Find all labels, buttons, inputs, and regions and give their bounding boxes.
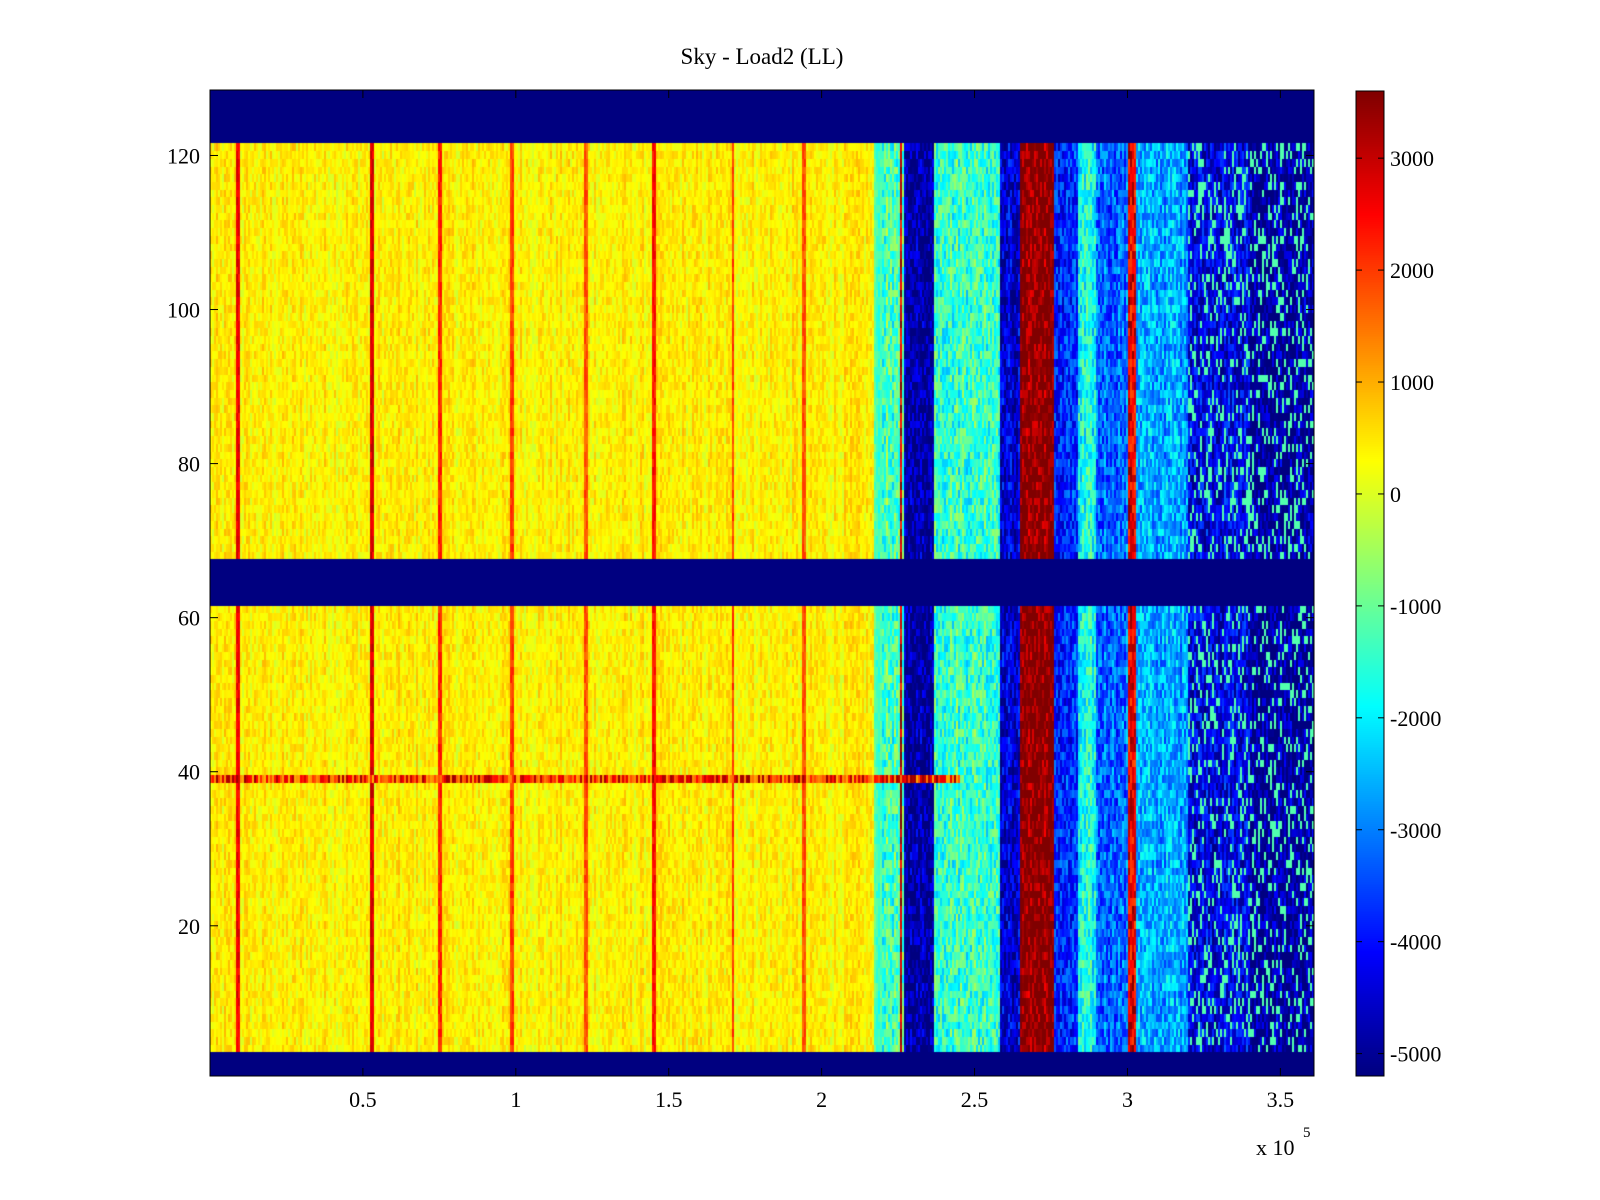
- colorbar-tick-label: 2000: [1390, 258, 1434, 283]
- x-tick-label: 2: [816, 1087, 827, 1112]
- x-axis: 0.5 1 1.5 2 2.5 3 3.5: [349, 90, 1294, 1112]
- colorbar-tick-label: -5000: [1390, 1042, 1441, 1067]
- x-exponent-power: 5: [1303, 1125, 1311, 1141]
- y-tick-label: 100: [167, 298, 200, 323]
- colorbar-tick-label: 0: [1390, 482, 1401, 507]
- colorbar-tick-label: -4000: [1390, 930, 1441, 955]
- y-tick-label: 20: [178, 914, 200, 939]
- x-exponent-label: x 10: [1256, 1135, 1295, 1160]
- x-tick-label: 0.5: [349, 1087, 377, 1112]
- y-tick-label: 40: [178, 760, 200, 785]
- colorbar-tick-label: -3000: [1390, 818, 1441, 843]
- colorbar-axis: 3000 2000 1000 0 -1000 -2000 -3000 -4000 -5000: [1356, 146, 1441, 1067]
- colorbar-tick-label: -1000: [1390, 594, 1441, 619]
- x-tick-label: 3: [1122, 1087, 1133, 1112]
- x-tick-label: 1: [510, 1087, 521, 1112]
- heatmap-image: [210, 90, 1314, 1076]
- y-axis: 20 40 60 80 100 120: [167, 143, 1314, 939]
- y-tick-label: 80: [178, 452, 200, 477]
- x-tick-label: 2.5: [961, 1087, 989, 1112]
- colorbar-tick-label: -2000: [1390, 706, 1441, 731]
- chart-title: Sky - Load2 (LL): [680, 44, 844, 69]
- colorbar-gradient: [1356, 91, 1384, 1076]
- colorbar-border: [1355, 90, 1385, 1077]
- colorbar-tick-label: 1000: [1390, 370, 1434, 395]
- x-tick-label: 3.5: [1267, 1087, 1295, 1112]
- y-tick-label: 60: [178, 606, 200, 631]
- x-tick-label: 1.5: [655, 1087, 683, 1112]
- y-tick-label: 120: [167, 143, 200, 168]
- plot-area: [210, 90, 1314, 1076]
- colorbar-tick-label: 3000: [1390, 146, 1434, 171]
- plot-border: [209, 89, 1315, 1077]
